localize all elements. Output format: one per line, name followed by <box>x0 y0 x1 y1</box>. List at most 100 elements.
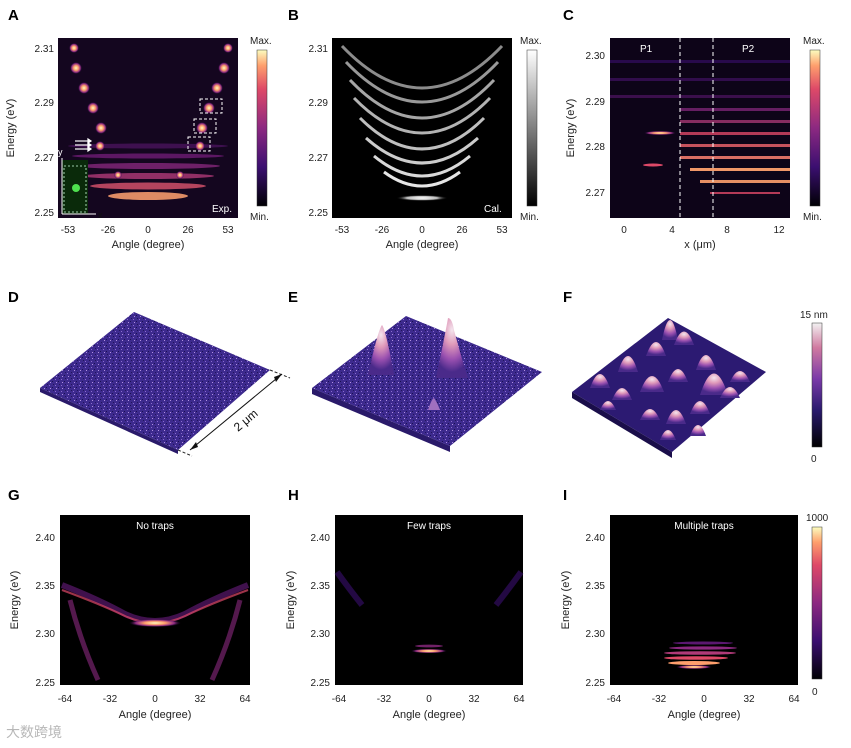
panel-g: G No traps 2.40 2.35 2.30 2.25 -64 -32 0… <box>8 487 251 721</box>
panel-d-scale-tick-2 <box>269 369 291 379</box>
panel-c: C P1 P2 2.30 2.29 2.28 2.27 0 <box>563 7 825 251</box>
tick: 2.30 <box>311 629 331 640</box>
panel-b-yticks: 2.31 2.29 2.27 2.25 <box>309 44 329 219</box>
panel-g-xlabel: Angle (degree) <box>119 709 192 721</box>
tick: 2.28 <box>586 142 606 153</box>
tick: 53 <box>222 225 234 236</box>
panel-a-xticks: -53 -26 0 26 53 <box>61 225 234 236</box>
tick: 2.40 <box>586 533 606 544</box>
panel-a-yticks: 2.31 2.29 2.27 2.25 <box>35 44 55 219</box>
panel-d: D 2 μm <box>8 289 291 457</box>
panel-h: H Few traps 2.40 2.35 2.30 2.25 -64 -32 … <box>285 487 525 721</box>
panel-e-peak-3 <box>428 398 440 410</box>
panel-a-inset-label: Exp. <box>212 204 232 215</box>
panel-i-yticks: 2.40 2.35 2.30 2.25 <box>586 533 606 689</box>
panel-e: E <box>288 289 542 452</box>
panel-c-region-p1: P1 <box>640 44 653 55</box>
panel-b-xticks: -53 -26 0 26 53 <box>335 225 508 236</box>
tick: 2.40 <box>311 533 331 544</box>
panel-b-colorbar <box>526 49 538 207</box>
tick: 2.35 <box>586 581 606 592</box>
panel-a-label: A <box>8 7 19 24</box>
tick: 2.25 <box>309 208 329 219</box>
panel-i: I Multiple traps 2.40 2.35 2.30 2.25 -64… <box>560 487 829 721</box>
tick: 0 <box>145 225 151 236</box>
panel-i-label: I <box>563 487 567 504</box>
panel-e-peak-2 <box>436 318 468 378</box>
panel-a-ylabel: Energy (eV) <box>5 99 17 158</box>
tick: 2.30 <box>586 51 606 62</box>
tick: 64 <box>513 694 525 705</box>
tick: 2.25 <box>311 678 331 689</box>
panel-i-cb-max: 1000 <box>806 513 829 524</box>
panel-b-xlabel: Angle (degree) <box>386 239 459 251</box>
panel-a-colorbar <box>256 49 268 207</box>
tick: 12 <box>773 225 785 236</box>
panel-a-cb-min: Min. <box>250 212 269 223</box>
panel-b-bands <box>340 44 504 188</box>
panel-h-xticks: -64 -32 0 32 64 <box>332 694 525 705</box>
panel-h-ground-state <box>411 648 447 654</box>
panel-a-axis-y: y <box>58 147 63 157</box>
panel-h-heatmap <box>335 515 523 685</box>
panel-i-xticks: -64 -32 0 32 64 <box>607 694 800 705</box>
panel-h-label: H <box>288 487 299 504</box>
tick: 2.27 <box>309 153 329 164</box>
tick: 4 <box>669 225 675 236</box>
panel-c-bands <box>610 60 790 194</box>
panel-c-yticks: 2.30 2.29 2.28 2.27 <box>586 51 606 199</box>
panel-f-afm-surface <box>572 318 766 452</box>
tick: 0 <box>701 694 707 705</box>
tick: -64 <box>607 694 622 705</box>
tick: 0 <box>426 694 432 705</box>
panel-c-xlabel: x (μm) <box>684 239 715 251</box>
tick: 2.29 <box>309 98 329 109</box>
tick: -26 <box>101 225 116 236</box>
panel-h-ylabel: Energy (eV) <box>285 571 297 630</box>
tick: 0 <box>621 225 627 236</box>
tick: 2.40 <box>36 533 56 544</box>
panel-c-region-p2: P2 <box>742 44 755 55</box>
panel-a-arrows <box>75 137 93 153</box>
tick: 0 <box>152 694 158 705</box>
watermark: 大数跨境 <box>6 725 62 741</box>
panel-b: B Cal. 2.31 2.29 2.27 2.25 -53 -26 0 26 … <box>288 7 542 251</box>
panel-c-cb-min: Min. <box>803 212 822 223</box>
panel-b-heatmap <box>332 38 512 218</box>
panel-a-xlabel: Angle (degree) <box>112 239 185 251</box>
tick: 2.35 <box>311 581 331 592</box>
panel-g-label: G <box>8 487 20 504</box>
tick: -53 <box>335 225 350 236</box>
panel-h-yticks: 2.40 2.35 2.30 2.25 <box>311 533 331 689</box>
tick: 2.31 <box>35 44 55 55</box>
panel-d-scale-tick-1 <box>177 449 193 457</box>
tick: -32 <box>652 694 667 705</box>
tick: -64 <box>332 694 347 705</box>
panel-a-cb-max: Max. <box>250 36 272 47</box>
tick: 2.31 <box>309 44 329 55</box>
tick: 2.25 <box>36 678 56 689</box>
panel-c-cb-max: Max. <box>803 36 825 47</box>
tick: 64 <box>239 694 251 705</box>
panel-g-ylabel: Energy (eV) <box>9 571 21 630</box>
panel-i-cb-min: 0 <box>812 687 818 698</box>
panel-c-xticks: 0 4 8 12 <box>621 225 785 236</box>
panel-g-yticks: 2.40 2.35 2.30 2.25 <box>36 533 56 689</box>
panel-d-scale-bar <box>189 373 283 451</box>
panel-b-ground-state <box>396 195 448 201</box>
tick: -32 <box>377 694 392 705</box>
tick: 2.25 <box>586 678 606 689</box>
tick: 8 <box>724 225 730 236</box>
panel-b-cb-max: Max. <box>520 36 542 47</box>
tick: -32 <box>103 694 118 705</box>
tick: 2.29 <box>35 98 55 109</box>
panel-f-label: F <box>563 289 572 306</box>
tick: 2.27 <box>586 188 606 199</box>
panel-e-peak-1 <box>368 325 394 375</box>
panel-f-cb-max: 15 nm <box>800 310 828 321</box>
panel-i-colorbar <box>811 526 823 680</box>
panel-e-afm-surface <box>312 316 542 446</box>
panel-i-xlabel: Angle (degree) <box>668 709 741 721</box>
panel-e-label: E <box>288 289 298 306</box>
